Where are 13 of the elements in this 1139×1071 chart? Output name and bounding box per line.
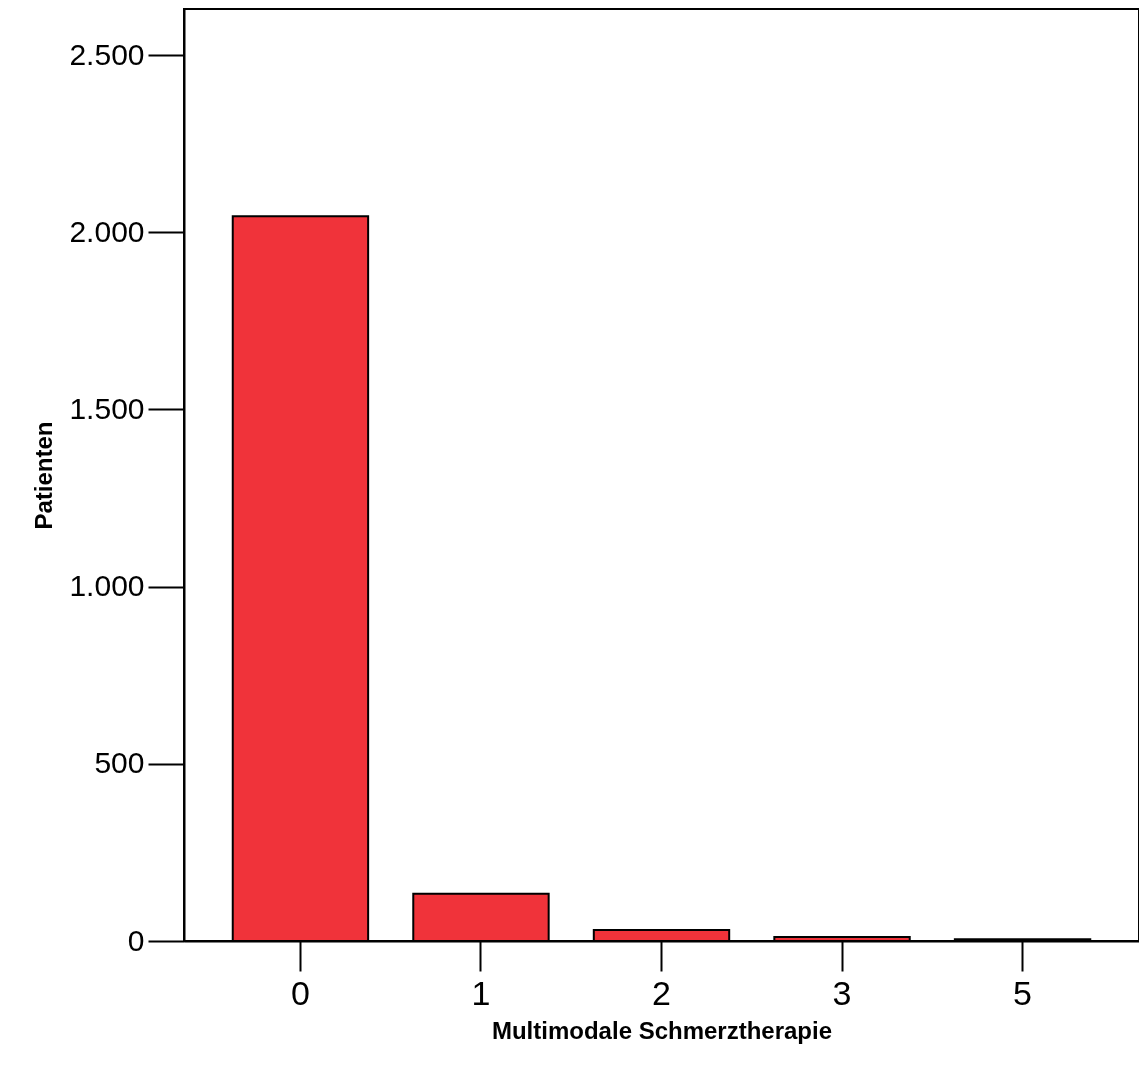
x-tick-label: 0 (290, 973, 310, 1012)
y-tick-label: 500 (94, 746, 145, 780)
x-tick-label: 5 (1013, 973, 1033, 1012)
y-tick-label: 0 (127, 923, 145, 957)
y-tick-label: 1.500 (69, 391, 145, 425)
x-tick-label: 2 (652, 973, 671, 1012)
y-tick-label: 1.000 (69, 569, 145, 603)
x-tick-label: 1 (471, 973, 491, 1012)
x-tick-label: 3 (832, 973, 852, 1012)
x-axis-title: Multimodale Schmerztherapie (491, 1016, 833, 1044)
y-axis-title: Patienten (30, 421, 58, 530)
y-tick-label: 2.500 (69, 37, 145, 71)
y-tick-label: 2.000 (69, 214, 145, 248)
